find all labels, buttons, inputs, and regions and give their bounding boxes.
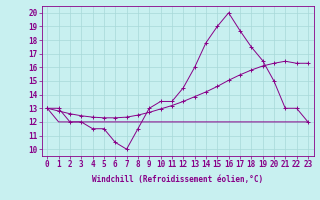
- X-axis label: Windchill (Refroidissement éolien,°C): Windchill (Refroidissement éolien,°C): [92, 175, 263, 184]
